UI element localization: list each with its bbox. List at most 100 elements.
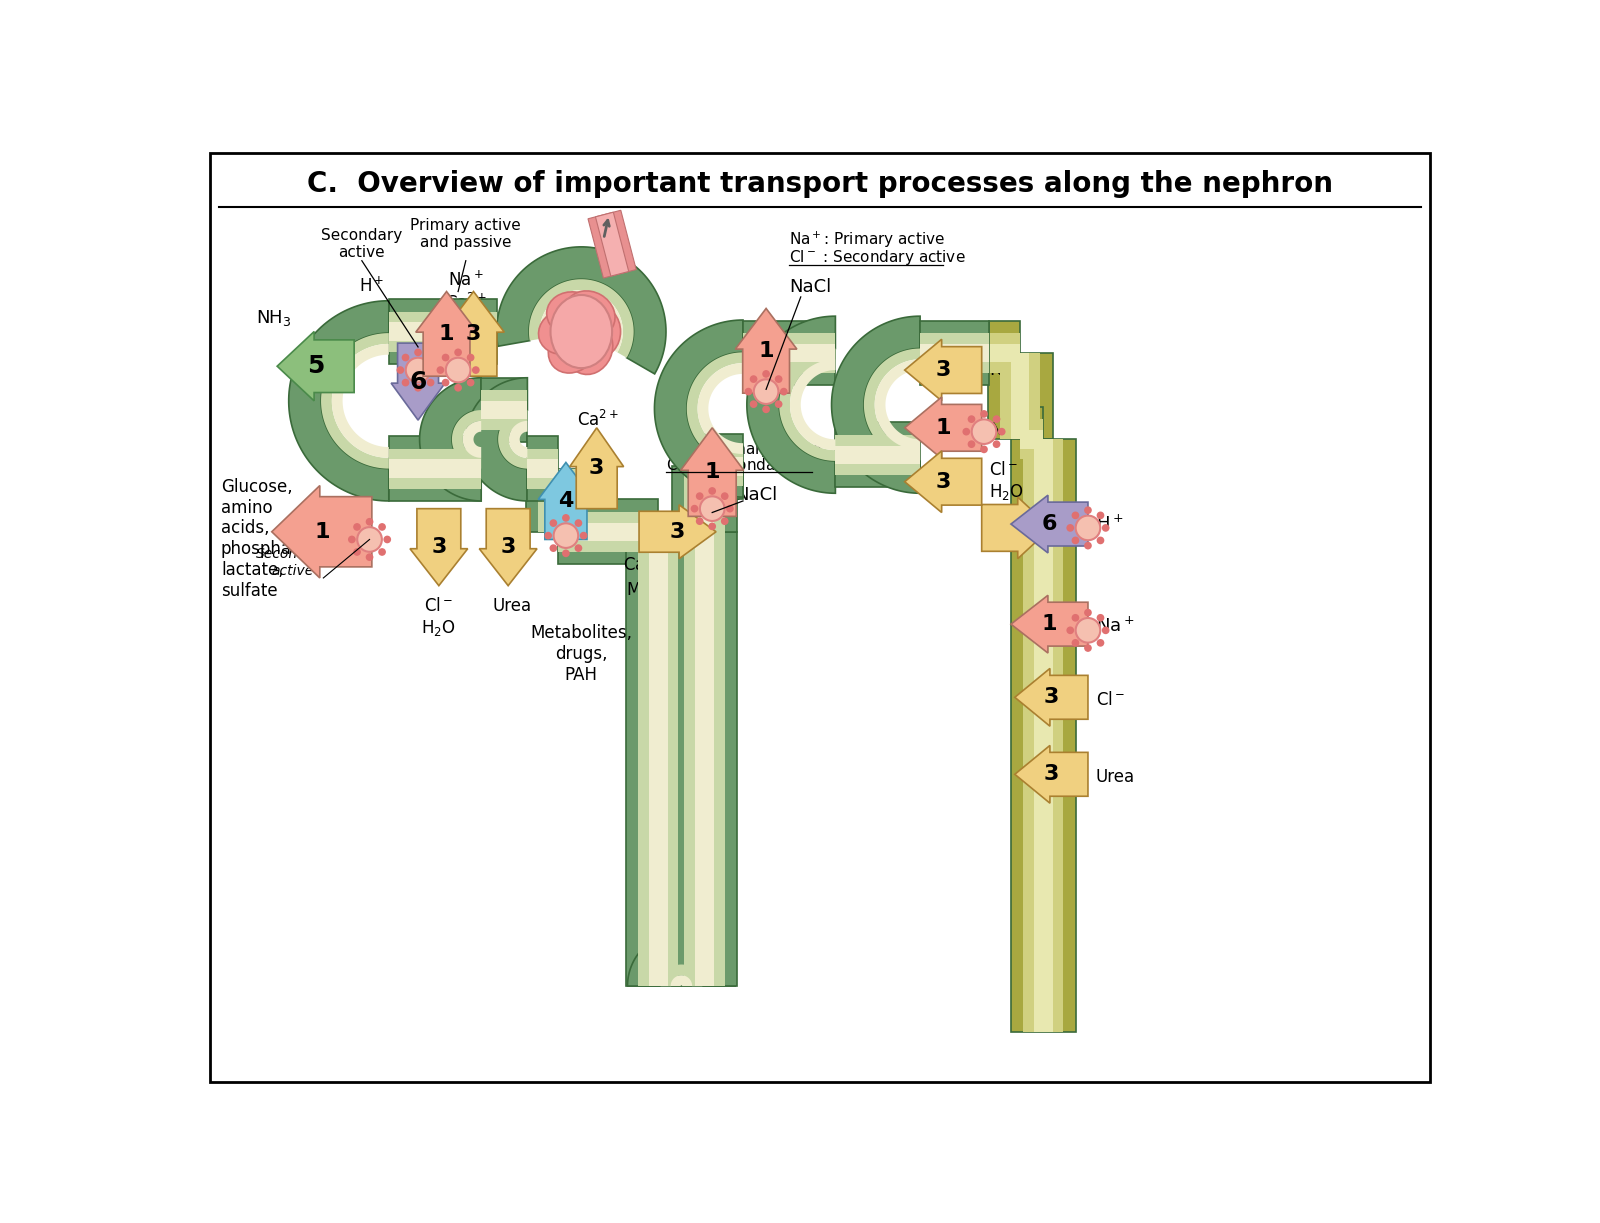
Circle shape <box>1075 516 1101 541</box>
Polygon shape <box>1024 439 1064 1032</box>
Polygon shape <box>389 312 496 351</box>
Circle shape <box>1085 645 1091 652</box>
Circle shape <box>579 532 587 539</box>
Text: 3: 3 <box>430 537 446 558</box>
Polygon shape <box>443 291 504 377</box>
Polygon shape <box>558 499 658 564</box>
Polygon shape <box>736 308 797 393</box>
Circle shape <box>1096 638 1104 647</box>
Circle shape <box>1067 525 1074 532</box>
Polygon shape <box>1014 669 1088 726</box>
Circle shape <box>347 536 355 543</box>
Circle shape <box>968 416 976 423</box>
Text: 1: 1 <box>438 324 454 344</box>
Text: 3: 3 <box>1043 687 1059 707</box>
Circle shape <box>366 553 373 561</box>
Circle shape <box>354 523 362 531</box>
Circle shape <box>1096 614 1104 621</box>
Polygon shape <box>835 445 920 464</box>
Circle shape <box>357 527 382 552</box>
Circle shape <box>432 366 440 374</box>
Polygon shape <box>672 466 738 532</box>
Circle shape <box>454 349 462 356</box>
Circle shape <box>414 384 422 391</box>
Polygon shape <box>779 349 835 461</box>
Polygon shape <box>835 434 920 475</box>
Circle shape <box>378 523 386 531</box>
Polygon shape <box>989 320 1021 385</box>
Polygon shape <box>698 363 742 454</box>
Polygon shape <box>480 509 538 586</box>
Polygon shape <box>627 932 736 986</box>
Polygon shape <box>482 401 528 419</box>
Circle shape <box>971 419 997 444</box>
Polygon shape <box>538 462 594 539</box>
Text: Na$^+$: Na$^+$ <box>989 421 1027 440</box>
Polygon shape <box>389 449 482 489</box>
Circle shape <box>1085 609 1091 616</box>
Polygon shape <box>638 532 678 986</box>
Polygon shape <box>389 300 496 364</box>
Circle shape <box>574 544 582 552</box>
Polygon shape <box>466 378 528 501</box>
Polygon shape <box>482 378 528 443</box>
Polygon shape <box>498 410 528 468</box>
Circle shape <box>722 493 728 500</box>
Polygon shape <box>989 344 1021 362</box>
Circle shape <box>1072 638 1080 647</box>
Circle shape <box>442 379 450 386</box>
Polygon shape <box>539 290 622 352</box>
Polygon shape <box>904 451 982 512</box>
Circle shape <box>384 536 390 543</box>
Polygon shape <box>528 437 558 501</box>
Text: Na$^+$: Primary active: Na$^+$: Primary active <box>666 439 822 460</box>
Ellipse shape <box>550 295 613 368</box>
Circle shape <box>754 379 779 404</box>
Text: 3: 3 <box>589 459 605 478</box>
Circle shape <box>1102 626 1109 635</box>
Ellipse shape <box>549 325 597 373</box>
Polygon shape <box>1034 439 1053 1032</box>
Polygon shape <box>832 317 920 493</box>
Polygon shape <box>462 421 482 457</box>
Polygon shape <box>686 352 742 465</box>
Polygon shape <box>650 532 667 986</box>
Text: Metabolites,
drugs,
PAH: Metabolites, drugs, PAH <box>530 624 632 684</box>
Circle shape <box>1096 537 1104 544</box>
Circle shape <box>726 505 734 512</box>
Polygon shape <box>589 210 637 278</box>
Text: 3: 3 <box>466 324 482 344</box>
Text: Cl$^-$
H$_2$O: Cl$^-$ H$_2$O <box>989 461 1024 503</box>
Circle shape <box>554 523 578 548</box>
Circle shape <box>442 353 450 361</box>
Circle shape <box>750 400 757 408</box>
Polygon shape <box>904 339 982 401</box>
Polygon shape <box>626 532 691 986</box>
Circle shape <box>562 549 570 558</box>
Circle shape <box>709 522 717 531</box>
Polygon shape <box>1014 746 1088 804</box>
Circle shape <box>1096 511 1104 520</box>
Circle shape <box>696 493 704 500</box>
Polygon shape <box>331 344 389 457</box>
Circle shape <box>699 497 725 521</box>
Circle shape <box>549 544 557 552</box>
Circle shape <box>968 440 976 448</box>
Text: 1: 1 <box>758 341 774 361</box>
Ellipse shape <box>566 323 613 374</box>
Ellipse shape <box>539 309 590 355</box>
Polygon shape <box>680 428 744 516</box>
Polygon shape <box>685 532 725 986</box>
Polygon shape <box>496 247 666 374</box>
Polygon shape <box>1011 439 1075 1032</box>
Polygon shape <box>982 497 1051 559</box>
Polygon shape <box>558 522 658 541</box>
Circle shape <box>454 384 462 391</box>
Circle shape <box>472 366 480 374</box>
Text: H$^+$: H$^+$ <box>358 276 384 296</box>
Polygon shape <box>389 460 482 478</box>
Text: NaCl: NaCl <box>789 278 832 296</box>
Text: 3: 3 <box>936 472 950 492</box>
Circle shape <box>366 517 373 526</box>
Text: 3: 3 <box>670 522 685 542</box>
